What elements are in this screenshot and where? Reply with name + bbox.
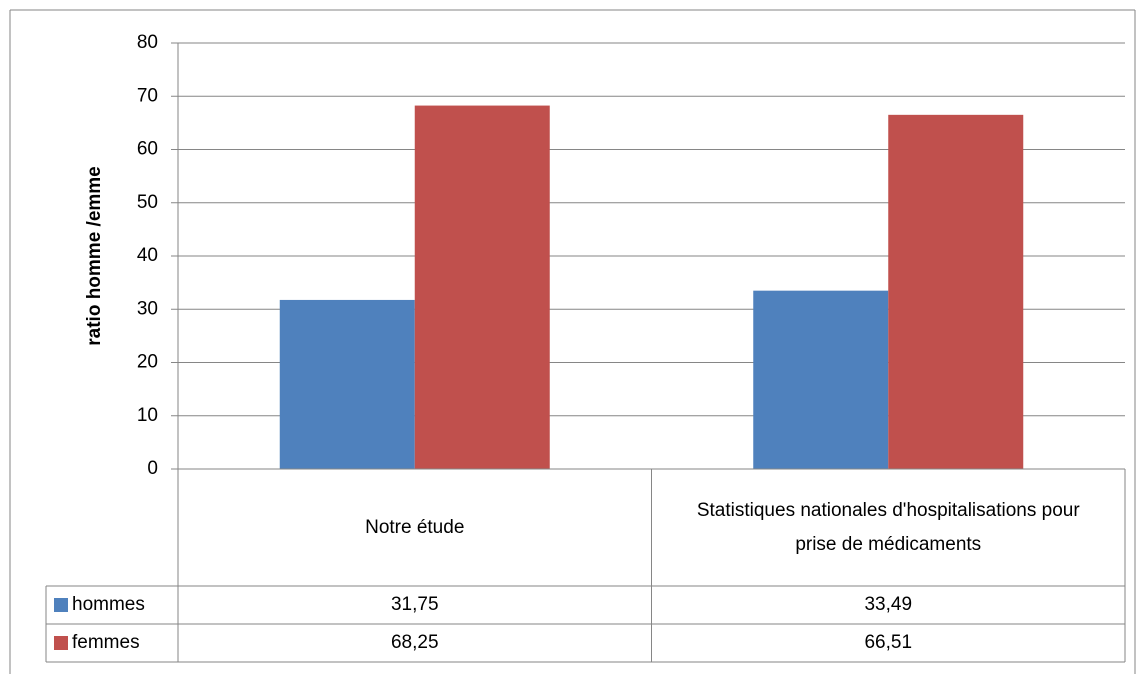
table-value: 31,75	[391, 594, 439, 615]
bar	[888, 114, 1024, 469]
table-value: 66,51	[864, 632, 912, 653]
y-axis-label: ratio homme /emme	[84, 166, 105, 346]
y-tick-label: 70	[137, 85, 158, 106]
x-category-cell: Statistiques nationales d'hospitalisatio…	[696, 499, 1080, 555]
y-tick-label: 50	[137, 192, 158, 213]
bar	[753, 290, 889, 469]
y-tick-label: 80	[137, 32, 158, 53]
bar	[279, 299, 415, 469]
legend-key	[54, 636, 68, 650]
legend-label: femmes	[72, 632, 140, 653]
table-value: 68,25	[391, 632, 439, 653]
y-tick-label: 30	[137, 298, 158, 319]
y-tick-label: 40	[137, 245, 158, 266]
y-tick-label: 60	[137, 139, 158, 160]
y-tick-label: 20	[137, 352, 158, 373]
legend-label: hommes	[72, 594, 145, 615]
x-tick-label: Statistiques nationales d'hospitalisatio…	[696, 499, 1080, 555]
bar	[414, 105, 550, 469]
table-value: 33,49	[864, 594, 912, 615]
y-tick-label: 10	[137, 405, 158, 426]
legend-key	[54, 598, 68, 612]
y-tick-label: 0	[147, 458, 158, 479]
x-category-cell: Notre étude	[365, 516, 465, 538]
x-tick-label: Notre étude	[365, 516, 465, 538]
